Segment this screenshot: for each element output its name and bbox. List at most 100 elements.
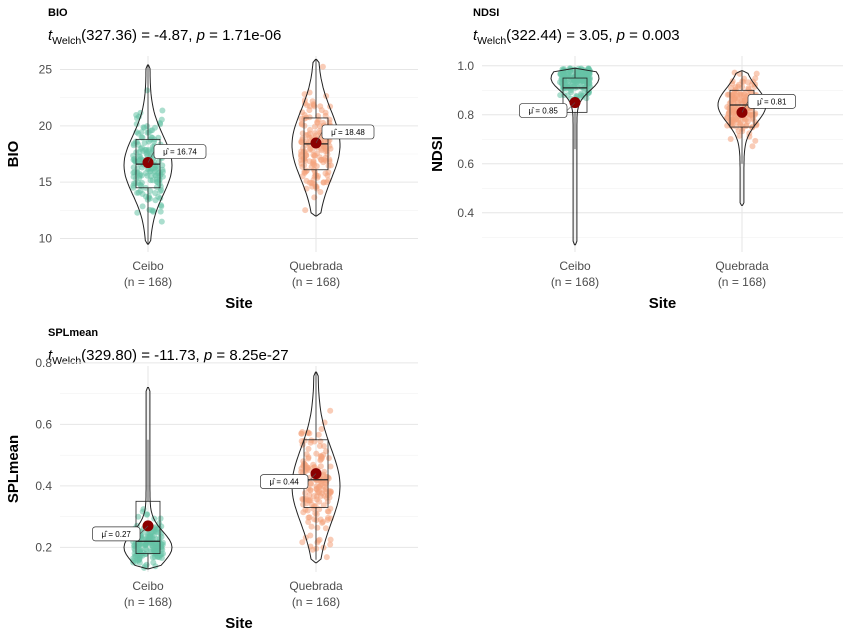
- data-point: [307, 497, 314, 504]
- data-point: [147, 173, 154, 180]
- data-point: [302, 490, 308, 497]
- data-point: [298, 465, 305, 472]
- group-ceibo: μ̂ = 0.85: [519, 65, 600, 246]
- y-tick-label: 15: [39, 175, 53, 189]
- data-point: [314, 119, 321, 125]
- data-point: [570, 79, 577, 86]
- data-point: [313, 496, 320, 503]
- data-point: [307, 532, 314, 539]
- data-point: [327, 505, 334, 512]
- mean-label-box: [153, 144, 207, 159]
- data-point: [322, 525, 329, 532]
- data-point: [735, 116, 742, 123]
- data-point: [327, 463, 334, 470]
- jitter-points: [557, 65, 593, 103]
- data-point: [302, 168, 309, 175]
- y-tick-label: 1.0: [457, 59, 474, 73]
- data-point: [731, 88, 738, 95]
- data-point: [155, 553, 162, 560]
- data-point: [132, 158, 139, 165]
- data-point: [148, 134, 154, 141]
- y-axis-label: NDSI: [429, 136, 446, 172]
- x-tick-sample-size: (n = 168): [292, 275, 340, 289]
- data-point: [315, 484, 322, 491]
- group-quebrada: μ̂ = 18.48: [291, 58, 375, 217]
- mean-label: μ̂ = 0.27: [92, 525, 149, 542]
- data-point: [320, 179, 327, 186]
- violin-outline: [717, 70, 767, 206]
- data-point: [142, 551, 149, 557]
- data-point: [326, 494, 333, 501]
- violin-outline: [123, 387, 173, 570]
- data-point: [320, 119, 327, 126]
- data-point: [724, 91, 731, 98]
- data-point: [303, 152, 309, 159]
- data-point: [130, 184, 137, 191]
- data-point: [299, 429, 306, 435]
- violin-outline: [550, 67, 600, 246]
- data-point: [315, 173, 321, 179]
- data-point: [130, 164, 137, 171]
- mean-label-text: μ̂ = 0.27: [102, 530, 132, 539]
- data-point: [752, 137, 759, 144]
- mean-label: μ̂ = 0.44: [260, 473, 317, 489]
- data-point: [316, 128, 323, 135]
- mean-label-text: μ̂ = 0.85: [529, 107, 559, 116]
- data-point: [322, 170, 329, 177]
- mean-label-text: μ̂ = 16.74: [163, 148, 197, 157]
- data-point: [327, 541, 334, 548]
- mean-label-box: [260, 474, 309, 489]
- mean-label: μ̂ = 0.81: [741, 93, 796, 113]
- data-point: [145, 193, 152, 200]
- data-point: [317, 103, 324, 110]
- data-point: [147, 532, 153, 539]
- y-tick-label: 0.4: [35, 479, 52, 493]
- data-point: [307, 439, 314, 446]
- data-point: [157, 515, 164, 522]
- data-point: [326, 156, 333, 163]
- data-point: [139, 203, 146, 210]
- data-point: [136, 175, 143, 181]
- data-point: [135, 189, 142, 196]
- data-point: [152, 162, 159, 168]
- data-point: [320, 487, 327, 493]
- data-point: [312, 510, 319, 517]
- data-point: [151, 168, 158, 175]
- data-point: [145, 146, 152, 153]
- jitter-points: [298, 407, 334, 561]
- data-point: [136, 153, 143, 160]
- data-point: [327, 536, 334, 543]
- data-point: [557, 92, 564, 99]
- data-point: [141, 139, 148, 146]
- data-point: [308, 523, 315, 530]
- y-axis-label: SPLmean: [5, 435, 22, 503]
- data-point: [159, 539, 166, 546]
- data-point: [148, 537, 155, 544]
- group-ceibo: μ̂ = 0.27: [92, 387, 173, 571]
- mean-label: μ̂ = 16.74: [147, 144, 207, 163]
- data-point: [319, 63, 326, 70]
- data-point: [144, 511, 150, 518]
- data-point: [306, 158, 313, 165]
- x-tick-sample-size: (n = 168): [292, 595, 340, 609]
- x-tick-sample-size: (n = 168): [551, 275, 599, 289]
- data-point: [305, 445, 312, 452]
- data-point: [581, 74, 588, 81]
- violin-outline: [291, 58, 341, 217]
- data-point: [306, 514, 313, 521]
- data-point: [321, 468, 328, 475]
- data-point: [316, 443, 323, 449]
- data-point: [587, 75, 593, 82]
- x-tick-label: Ceibo: [559, 259, 591, 273]
- mean-label-box: [747, 93, 796, 109]
- data-point: [300, 501, 307, 508]
- panel-title: NDSI: [473, 7, 499, 19]
- data-point: [307, 126, 313, 133]
- data-point: [325, 162, 332, 169]
- data-point: [152, 197, 159, 204]
- mean-label-text: μ̂ = 18.48: [331, 128, 365, 137]
- data-point: [561, 76, 567, 83]
- y-tick-label: 0.6: [457, 157, 474, 171]
- data-point: [135, 513, 142, 520]
- data-point: [159, 107, 166, 114]
